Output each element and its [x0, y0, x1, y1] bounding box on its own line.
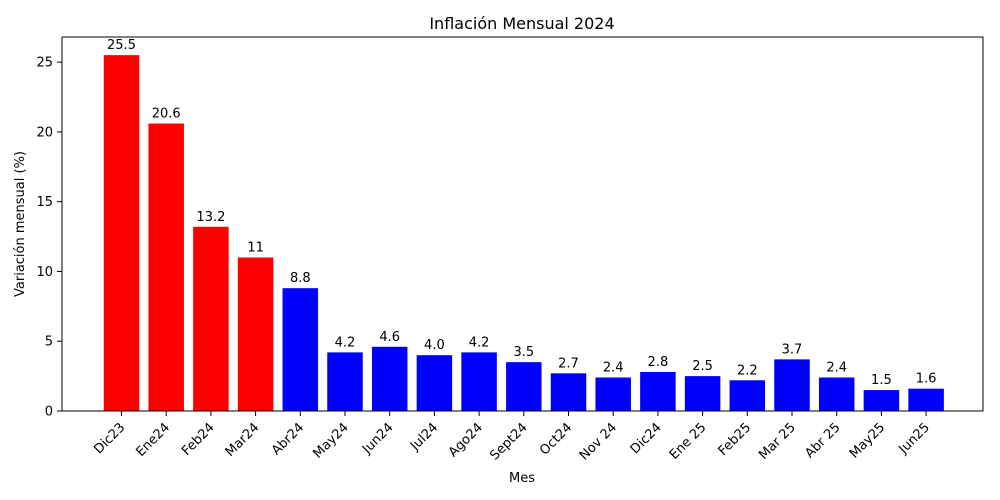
x-tick-label: Oct24 — [537, 420, 575, 458]
x-tick-label: Dic24 — [628, 420, 665, 457]
bar-value-label: 2.4 — [603, 361, 624, 376]
bar — [818, 377, 855, 411]
chart-title: Inflación Mensual 2024 — [429, 14, 614, 33]
bar-value-label: 2.5 — [692, 359, 713, 374]
bar-value-label: 3.5 — [513, 345, 534, 360]
bar-value-label: 20.6 — [152, 107, 181, 122]
y-tick-label: 0 — [45, 405, 53, 420]
bar — [506, 362, 542, 411]
bars — [103, 55, 944, 412]
bar — [729, 380, 766, 411]
x-tick-label: Jul24 — [407, 420, 441, 454]
bar — [416, 355, 453, 411]
x-tick-label: Ago24 — [446, 420, 486, 460]
x-tick-label: May25 — [847, 420, 888, 461]
x-tick-label: Jun25 — [896, 420, 933, 457]
bar — [550, 373, 587, 411]
bar-value-label: 13.2 — [196, 210, 225, 225]
x-tick-label: Ene24 — [133, 420, 173, 460]
x-tick-label: Mar24 — [223, 420, 263, 460]
plot-frame — [61, 36, 984, 412]
bar — [237, 257, 274, 411]
bar — [193, 226, 229, 411]
bar — [908, 388, 944, 411]
bar-value-label: 4.6 — [379, 330, 400, 345]
x-tick-label: Jun24 — [359, 420, 396, 457]
bar-value-label: 2.4 — [826, 361, 847, 376]
x-tick-label: Feb25 — [716, 420, 755, 459]
bar-value-label: 4.2 — [469, 335, 490, 350]
x-tick-label: Dic23 — [91, 420, 128, 457]
x-tick-label: Nov 24 — [577, 420, 620, 463]
bar-value-label: 1.6 — [916, 372, 937, 387]
bar — [148, 123, 184, 411]
bar — [863, 390, 900, 411]
y-tick-label: 5 — [45, 335, 53, 350]
y-axis-ticks: 0 5 10 15 20 25 — [36, 56, 62, 420]
bar-value-label: 8.8 — [290, 271, 311, 286]
bar-value-label: 11 — [247, 240, 264, 255]
x-tick-label: Mar 25 — [756, 420, 799, 463]
bar — [640, 371, 676, 411]
bar-value-label: 2.8 — [648, 355, 669, 370]
x-tick-label: Sept24 — [487, 420, 530, 463]
y-tick-label: 25 — [36, 56, 53, 71]
x-tick-label: May24 — [311, 420, 352, 461]
y-axis-label: Variación mensual (%) — [13, 151, 28, 297]
bar — [327, 352, 363, 411]
bar — [371, 346, 408, 411]
bar — [684, 376, 721, 411]
x-tick-label: Ene 25 — [667, 420, 710, 463]
x-tick-label: Feb24 — [179, 420, 218, 459]
x-tick-label: Abr24 — [269, 420, 307, 458]
bar-value-label: 2.2 — [737, 363, 758, 378]
x-axis-label: Mes — [509, 471, 535, 486]
y-tick-label: 20 — [36, 125, 53, 140]
bar-value-labels: 25.5 20.6 13.2 11 8.8 4.2 4.6 4.0 4.2 3.5 2.7 2.4 2.… — [107, 38, 936, 388]
bar — [103, 55, 140, 412]
bar-value-label: 4.0 — [424, 338, 445, 353]
bar-value-label: 4.2 — [335, 335, 356, 350]
y-tick-label: 15 — [36, 195, 53, 210]
bar-value-label: 3.7 — [782, 342, 803, 357]
y-tick-label: 10 — [36, 265, 53, 280]
x-tick-label: Abr 25 — [802, 420, 843, 461]
x-axis-ticks: Dic23 Ene24 Feb24 Mar24 Abr24 May24 Jun24 Jul24… — [91, 411, 933, 463]
bar-value-label: 2.7 — [558, 356, 579, 371]
bar — [461, 352, 497, 411]
bar-value-label: 1.5 — [871, 373, 892, 388]
bar — [774, 359, 810, 411]
bar — [595, 377, 631, 411]
bar — [282, 288, 319, 411]
bar-value-label: 25.5 — [107, 38, 136, 53]
